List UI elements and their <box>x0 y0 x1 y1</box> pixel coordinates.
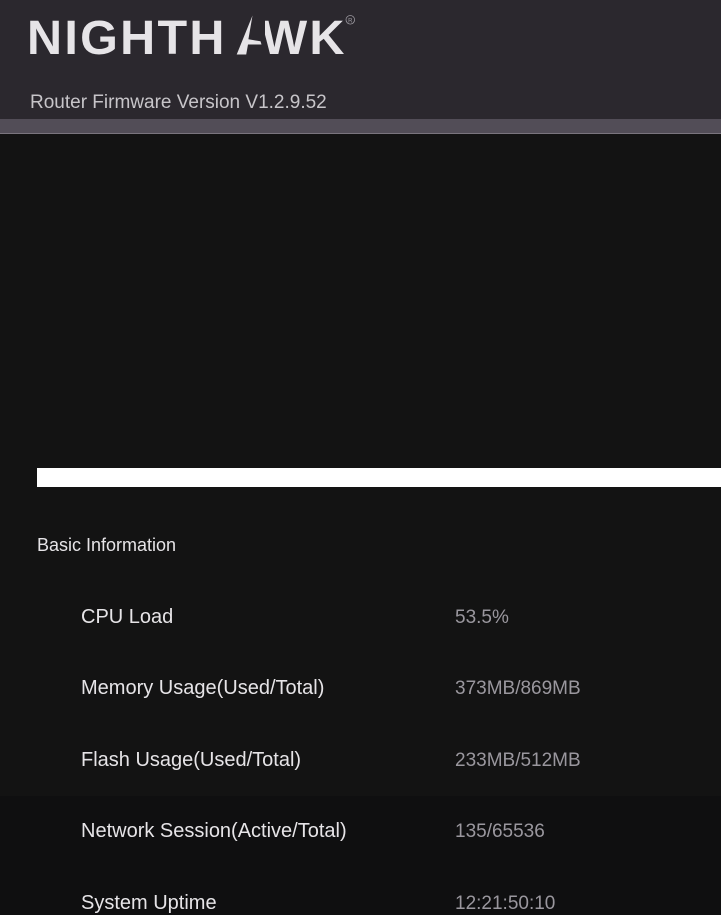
svg-text:R: R <box>348 19 353 25</box>
